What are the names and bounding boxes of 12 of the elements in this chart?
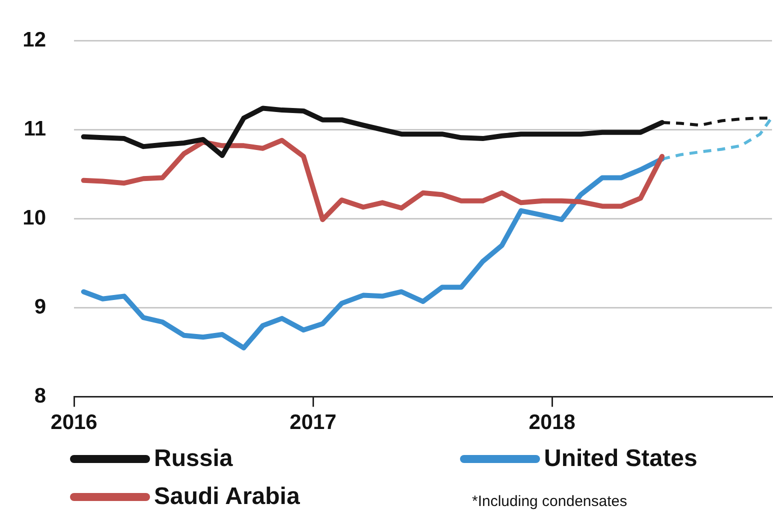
legend-label: United States <box>544 445 698 473</box>
y-tick-label: 11 <box>24 117 46 140</box>
y-tick-label: 10 <box>22 206 46 230</box>
y-tick-label: 8 <box>34 384 46 408</box>
x-tick-label: 2017 <box>290 411 336 434</box>
legend-label: Russia <box>154 445 233 473</box>
legend-label: Saudi Arabia <box>154 483 300 511</box>
x-tick-label: 2018 <box>528 411 576 434</box>
text: *Including condensates <box>471 492 628 512</box>
y-tick-label: 12 <box>22 28 46 52</box>
x-tick-label: 2016 <box>50 411 98 434</box>
y-tick-label: 9 <box>34 296 46 319</box>
